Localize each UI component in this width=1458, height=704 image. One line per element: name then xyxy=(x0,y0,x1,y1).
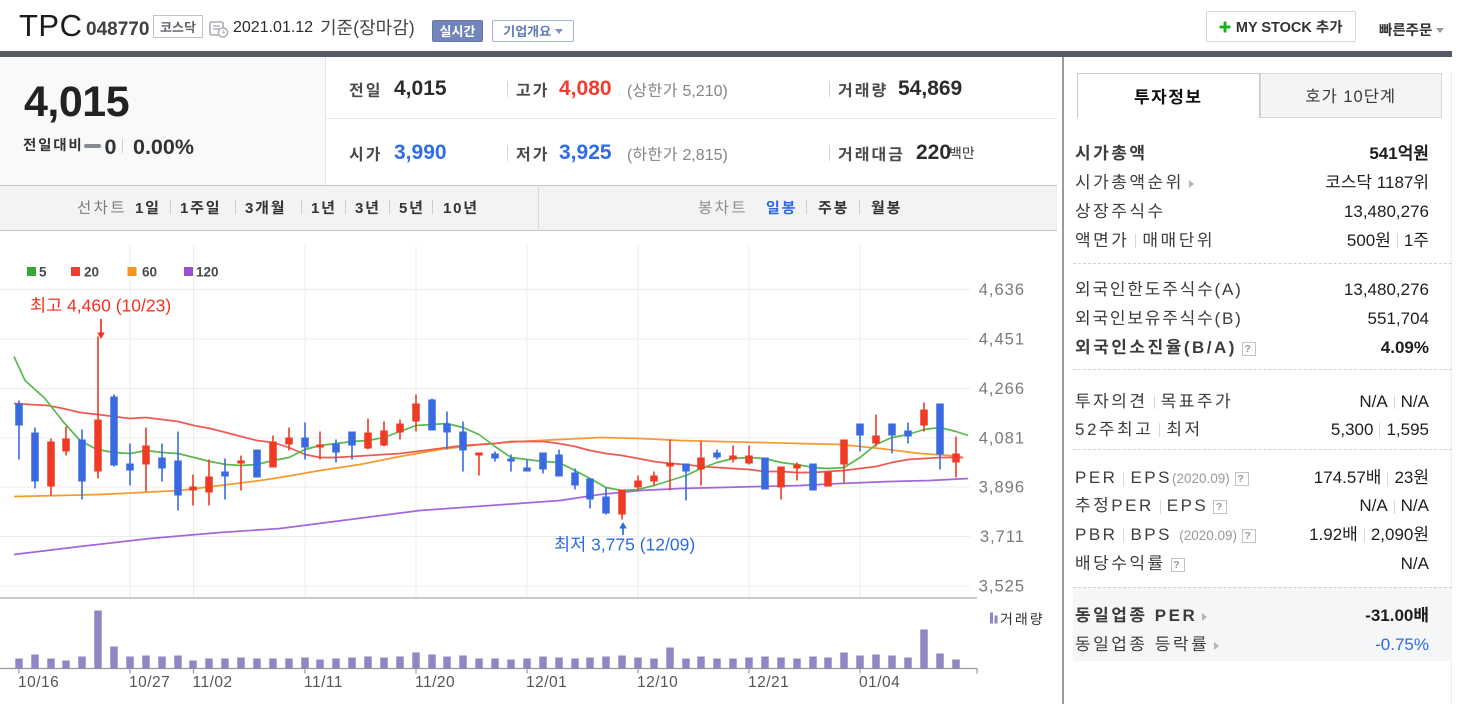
svg-text:11/20: 11/20 xyxy=(415,674,455,691)
svg-text:120: 120 xyxy=(196,264,219,279)
svg-text:11/02: 11/02 xyxy=(193,674,233,691)
svg-text:11/11: 11/11 xyxy=(304,674,343,691)
svg-text:20: 20 xyxy=(84,264,99,279)
svg-text:3,525: 3,525 xyxy=(979,577,1025,595)
svg-text:최저 3,775 (12/09): 최저 3,775 (12/09) xyxy=(554,531,695,556)
svg-text:4,081: 4,081 xyxy=(979,429,1025,447)
svg-text:4,636: 4,636 xyxy=(979,281,1025,299)
svg-text:60: 60 xyxy=(142,264,157,279)
svg-text:거래량: 거래량 xyxy=(1000,609,1045,629)
svg-text:12/10: 12/10 xyxy=(637,674,678,691)
svg-text:12/21: 12/21 xyxy=(748,674,789,691)
svg-text:5: 5 xyxy=(39,264,47,279)
svg-text:3,896: 3,896 xyxy=(979,478,1025,496)
svg-text:4,266: 4,266 xyxy=(979,380,1025,398)
svg-text:최고 4,460 (10/23): 최고 4,460 (10/23) xyxy=(30,292,171,317)
svg-text:01/04: 01/04 xyxy=(859,674,900,691)
svg-text:10/16: 10/16 xyxy=(18,674,59,691)
svg-text:4,451: 4,451 xyxy=(979,330,1025,348)
svg-text:3,711: 3,711 xyxy=(980,528,1025,546)
svg-text:10/27: 10/27 xyxy=(129,674,170,691)
svg-text:12/01: 12/01 xyxy=(526,674,567,691)
